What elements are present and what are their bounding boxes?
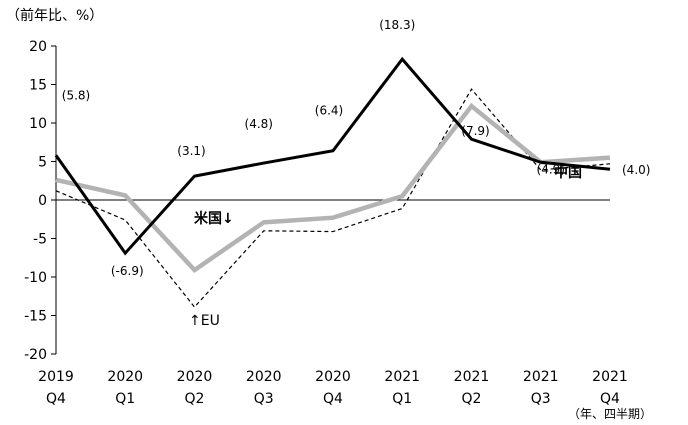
period-label: （年、四半期） xyxy=(568,407,652,421)
x-tick-label-year: 2020 xyxy=(107,369,143,385)
x-tick-label-quarter: Q4 xyxy=(600,391,620,407)
x-tick-label-year: 2021 xyxy=(454,369,490,385)
x-tick-label-quarter: Q2 xyxy=(462,391,482,407)
series-layer xyxy=(54,56,611,308)
annotation-eu: ↑EU xyxy=(189,313,220,329)
y-tick-label: 20 xyxy=(29,39,47,55)
data-label: (6.4) xyxy=(315,104,343,118)
x-tick-label-year: 2021 xyxy=(523,369,559,385)
data-label-layer: (5.8) (-6.9) (3.1) (4.8) (6.4) (18.3) (7.9) (4.… xyxy=(62,18,651,278)
unit-label: （前年比、%） xyxy=(6,7,103,24)
data-label: (4.8) xyxy=(245,117,273,131)
series-label-china: 中国 xyxy=(554,164,582,181)
x-tick-label-year: 2020 xyxy=(246,369,282,385)
x-tick-label-year: 2020 xyxy=(315,369,351,385)
series-line-china xyxy=(54,56,611,256)
data-label: (-6.9) xyxy=(111,264,144,278)
data-label: (18.3) xyxy=(379,18,415,32)
y-axis: 20 15 10 5 0 -5 -10 -15 -20 xyxy=(24,39,57,363)
x-tick-label-year: 2021 xyxy=(384,369,420,385)
x-tick-label-quarter: Q4 xyxy=(46,391,66,407)
y-tick-label: -10 xyxy=(24,270,47,286)
data-label: (3.1) xyxy=(177,144,205,158)
data-label: (4.0) xyxy=(622,163,650,177)
data-label: (5.8) xyxy=(62,88,90,102)
y-tick-label: -20 xyxy=(24,347,47,363)
x-tick-label-quarter: Q2 xyxy=(185,391,205,407)
data-label: (7.9) xyxy=(461,124,489,138)
x-tick-label-year: 2020 xyxy=(177,369,213,385)
y-tick-label: 10 xyxy=(29,116,47,132)
x-tick-label-quarter: Q3 xyxy=(254,391,274,407)
y-tick-label: 15 xyxy=(29,78,47,94)
x-tick-label-year: 2019 xyxy=(38,369,74,385)
series-line-us xyxy=(55,102,611,274)
x-tick-label-quarter: Q1 xyxy=(115,391,135,407)
annotation-us: 米国↓ xyxy=(194,210,234,227)
y-tick-label: 0 xyxy=(38,193,47,209)
y-tick-label: -15 xyxy=(24,309,47,325)
x-tick-label-quarter: Q4 xyxy=(323,391,343,407)
x-tick-label-quarter: Q3 xyxy=(531,391,551,407)
x-axis: 2019 Q4 2020 Q1 2020 Q2 2020 Q3 2020 Q4 2021 Q1 2021… xyxy=(38,199,628,407)
y-tick-label: -5 xyxy=(33,232,47,248)
data-label: (4.9) xyxy=(537,162,565,176)
x-tick-label-year: 2021 xyxy=(592,369,628,385)
x-tick-label-quarter: Q1 xyxy=(392,391,412,407)
y-tick-label: 5 xyxy=(38,155,47,171)
